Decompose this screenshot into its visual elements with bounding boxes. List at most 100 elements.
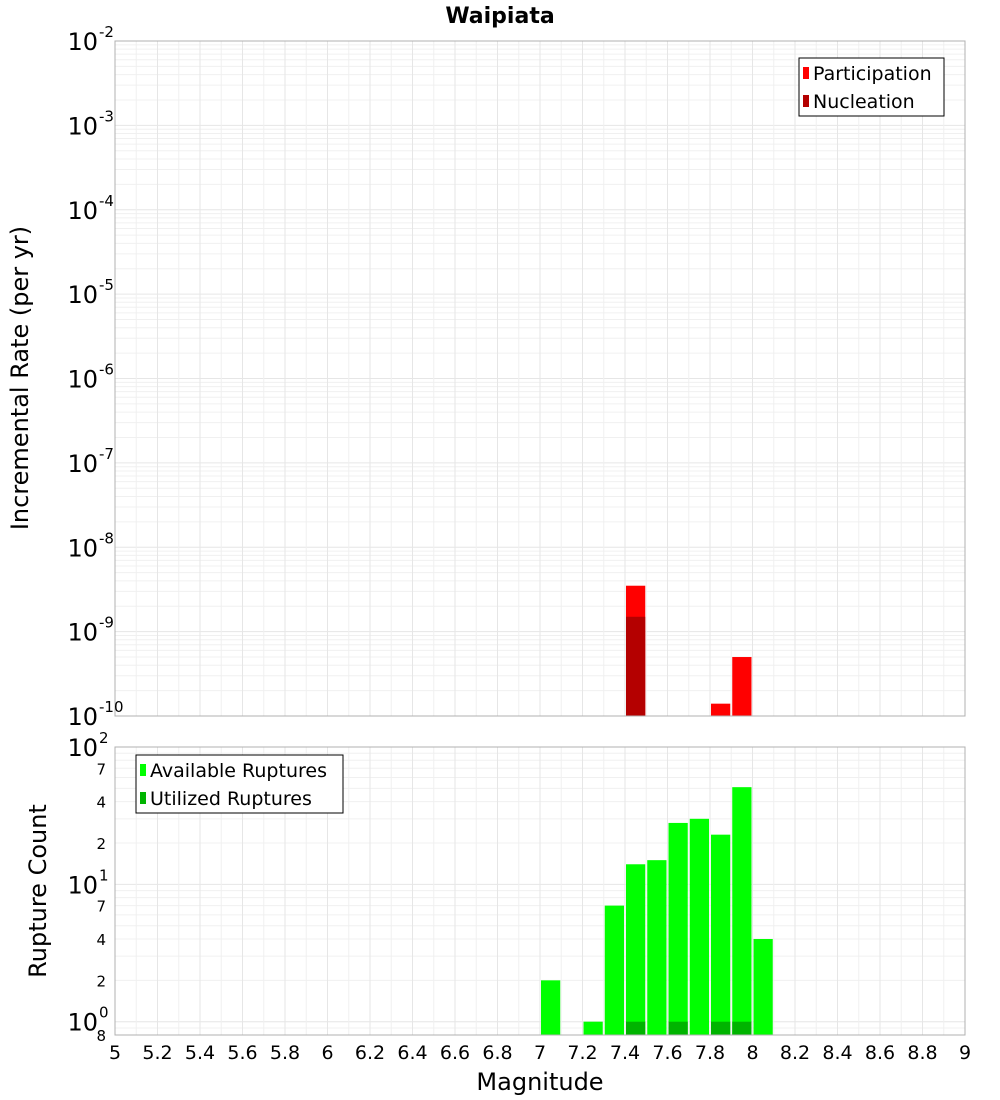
y-tick-base: 10: [67, 871, 98, 899]
x-tick-label: 7.2: [567, 1042, 597, 1064]
rate-y-ticks: 10-210-310-410-510-610-710-810-910-10: [67, 23, 123, 731]
bar-utilized-ruptures-3: [732, 1021, 752, 1035]
y-tick-label: 10 -3: [67, 107, 114, 140]
bar-available-ruptures-4: [647, 860, 667, 1035]
rate-legend: Participation Nucleation: [798, 57, 945, 117]
y-tick-label: 10 -4: [67, 192, 114, 225]
y-tick-label: 10 -2: [67, 23, 114, 56]
rate-bars: [626, 585, 752, 716]
legend-swatch: [140, 764, 146, 776]
y-tick-exponent: -6: [99, 361, 114, 379]
y-tick-base: 10: [67, 534, 98, 562]
x-tick-label: 5: [109, 1042, 121, 1064]
y-tick-label: 10 2: [67, 729, 108, 762]
y-minor-tick-label: 2: [96, 972, 106, 990]
y-tick-base: 10: [67, 703, 98, 731]
y-tick-label: 10 -7: [67, 445, 114, 478]
bar-available-ruptures-2: [604, 905, 624, 1035]
x-axis-ticks: 5 5.2 5.4 5.6 5.8 6 6.2 6.4 6.6 6.8 7 7.2 7.4 7.6 7.8 8…: [109, 1042, 971, 1064]
count-y-axis-label: Rupture Count: [24, 804, 52, 978]
y-tick-label: 10 -10: [67, 698, 123, 731]
y-tick-base: 10: [67, 734, 98, 762]
bar-available-ruptures-9: [753, 939, 773, 1035]
x-tick-label: 7.8: [695, 1042, 725, 1064]
bar-available-ruptures-5: [668, 822, 688, 1035]
x-tick-label: 5.6: [227, 1042, 257, 1064]
y-tick-exponent: -3: [99, 107, 114, 125]
x-tick-label: 8.2: [780, 1042, 810, 1064]
x-tick-label: 8.8: [907, 1042, 937, 1064]
count-bars: [541, 787, 773, 1035]
legend-label: Nucleation: [813, 91, 915, 113]
chart-title: Waipiata: [445, 4, 554, 29]
x-tick-label: 5.8: [270, 1042, 300, 1064]
y-tick-base: 10: [67, 197, 98, 225]
bar-available-ruptures-6: [689, 818, 709, 1035]
y-tick-label: 10 -5: [67, 276, 114, 309]
y-minor-tick-label: 4: [96, 794, 106, 812]
bar-nucleation-0: [626, 616, 646, 716]
bar-utilized-ruptures-1: [668, 1021, 688, 1035]
y-tick-base: 10: [67, 112, 98, 140]
y-minor-tick-label: 4: [96, 931, 106, 949]
y-tick-exponent: -5: [99, 276, 114, 294]
rate-plot-frame: [114, 40, 966, 717]
legend-box: [135, 754, 344, 814]
bar-available-ruptures-1: [583, 1021, 603, 1035]
x-tick-label: 7: [534, 1042, 546, 1064]
legend-swatch: [803, 95, 809, 107]
y-minor-tick-label: 2: [96, 835, 106, 853]
y-tick-exponent: -9: [99, 614, 114, 632]
legend-swatch: [140, 792, 146, 804]
bar-utilized-ruptures-2: [711, 1021, 731, 1035]
x-tick-label: 8.6: [865, 1042, 895, 1064]
count-plot-frame: [114, 746, 966, 1036]
y-tick-label: 10 -6: [67, 361, 114, 394]
y-tick-base: 10: [67, 281, 98, 309]
y-tick-exponent: -10: [99, 698, 124, 716]
legend-label: Available Ruptures: [150, 760, 327, 782]
y-minor-tick-label: 8: [96, 1027, 106, 1045]
y-minor-tick-label: 7: [96, 760, 106, 778]
y-tick-label: 10 0: [67, 1004, 108, 1037]
y-tick-base: 10: [67, 619, 98, 647]
x-tick-label: 9: [959, 1042, 971, 1064]
legend-box: [798, 57, 945, 117]
y-tick-exponent: -4: [99, 192, 114, 210]
bar-participation-2: [732, 657, 752, 716]
x-tick-label: 6.6: [440, 1042, 470, 1064]
bar-available-ruptures-7: [711, 834, 731, 1035]
x-tick-label: 7.6: [652, 1042, 682, 1064]
legend-label: Participation: [813, 63, 932, 85]
legend-swatch: [803, 67, 809, 79]
rate-panel: 10-210-310-410-510-610-710-810-910-10 In…: [6, 23, 966, 731]
y-tick-exponent: 2: [99, 729, 109, 747]
x-tick-label: 8: [746, 1042, 758, 1064]
bar-available-ruptures-3: [626, 864, 646, 1035]
x-tick-label: 8.4: [822, 1042, 852, 1064]
y-tick-exponent: -7: [99, 445, 114, 463]
x-tick-label: 6.4: [397, 1042, 427, 1064]
y-tick-label: 10 -9: [67, 614, 114, 647]
y-tick-exponent: -2: [99, 23, 114, 41]
count-legend: Available Ruptures Utilized Ruptures: [135, 754, 344, 814]
bar-utilized-ruptures-0: [626, 1021, 646, 1035]
rate-y-axis-label: Incremental Rate (per yr): [6, 226, 34, 530]
x-tick-label: 6: [321, 1042, 333, 1064]
y-tick-exponent: 1: [99, 866, 109, 884]
y-tick-base: 10: [67, 366, 98, 394]
y-tick-label: 10 -8: [67, 529, 114, 562]
bar-available-ruptures-8: [732, 787, 752, 1035]
y-tick-base: 10: [67, 450, 98, 478]
x-axis-label: Magnitude: [476, 1068, 603, 1096]
y-tick-label: 10 1: [67, 866, 108, 899]
x-tick-label: 7.4: [610, 1042, 640, 1064]
x-tick-label: 6.2: [355, 1042, 385, 1064]
y-tick-exponent: -8: [99, 529, 114, 547]
bar-participation-1: [711, 703, 731, 716]
x-tick-label: 6.8: [482, 1042, 512, 1064]
